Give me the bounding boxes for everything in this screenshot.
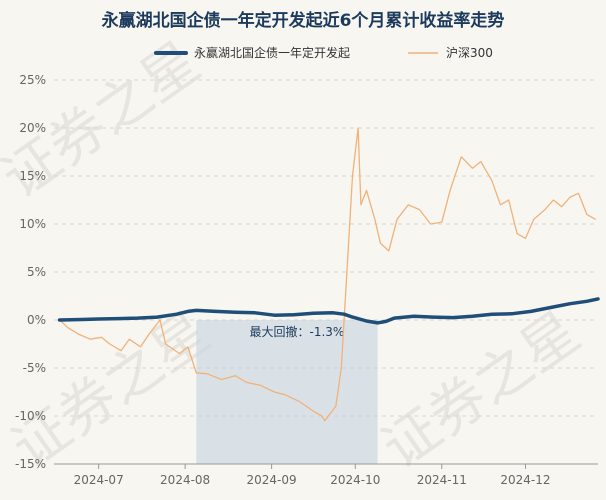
watermark-text-3: 证券之星 xyxy=(371,300,592,482)
x-tick-label: 2024-11 xyxy=(417,473,467,487)
y-tick-label: 0% xyxy=(27,313,46,327)
x-tick-label: 2024-10 xyxy=(330,473,380,487)
y-tick-label: -15% xyxy=(15,457,46,471)
max-drawdown-label: 最大回撤：-1.3% xyxy=(250,324,345,339)
x-tick-label: 2024-08 xyxy=(160,473,210,487)
legend-label-fund: 永赢湖北国企债一年定开发起 xyxy=(194,45,350,60)
y-tick-label: 25% xyxy=(19,73,46,87)
y-tick-label: 5% xyxy=(27,265,46,279)
x-axis: 2024-07 2024-08 2024-09 2024-10 2024-11 2024-… xyxy=(74,464,551,487)
series-lines xyxy=(57,127,600,422)
x-tick-label: 2024-07 xyxy=(74,473,124,487)
y-tick-label: -10% xyxy=(15,409,46,423)
max-drawdown-area xyxy=(196,320,378,464)
y-tick-label: 20% xyxy=(19,121,46,135)
y-tick-label: 10% xyxy=(19,217,46,231)
x-tick-label: 2024-09 xyxy=(247,473,297,487)
x-tick-label: 2024-12 xyxy=(500,473,550,487)
legend-label-index: 沪深300 xyxy=(446,46,493,60)
chart-title: 永赢湖北国企债一年定开发起近6个月累计收益率走势 xyxy=(101,10,505,31)
series-line-index xyxy=(58,127,596,422)
watermark-text-2: 证券之星 xyxy=(1,300,222,482)
legend: 永赢湖北国企债一年定开发起 沪深300 xyxy=(154,45,493,60)
y-tick-label: -5% xyxy=(23,361,46,375)
series-line-fund xyxy=(57,297,600,325)
y-tick-label: 15% xyxy=(19,169,46,183)
y-axis: -15% -10% -5% 0% 5% 10% 15% 20% 25% xyxy=(15,73,46,471)
